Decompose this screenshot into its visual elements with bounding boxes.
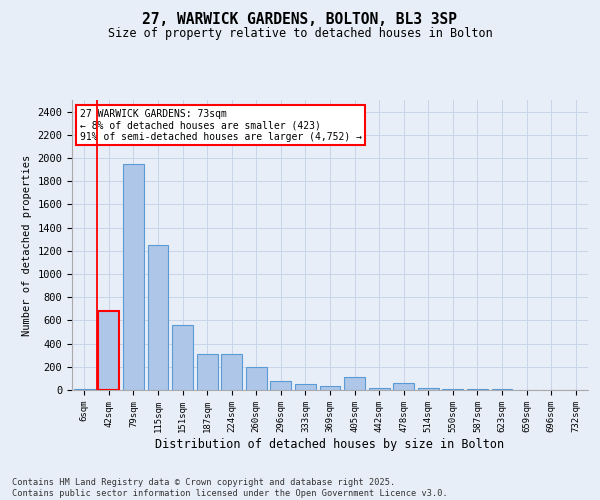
Bar [344,377,365,390]
Bar [393,383,414,390]
Bar [320,386,340,390]
Text: 27, WARWICK GARDENS, BOLTON, BL3 3SP: 27, WARWICK GARDENS, BOLTON, BL3 3SP [143,12,458,28]
Text: Contains HM Land Registry data © Crown copyright and database right 2025.
Contai: Contains HM Land Registry data © Crown c… [12,478,448,498]
Bar [418,388,439,390]
Bar [98,311,119,390]
Bar [197,354,218,390]
Bar [295,384,316,390]
Text: 27 WARWICK GARDENS: 73sqm
← 8% of detached houses are smaller (423)
91% of semi-: 27 WARWICK GARDENS: 73sqm ← 8% of detach… [80,108,362,142]
Bar [246,367,267,390]
Bar [172,325,193,390]
Bar [368,388,389,390]
X-axis label: Distribution of detached houses by size in Bolton: Distribution of detached houses by size … [155,438,505,450]
Text: Size of property relative to detached houses in Bolton: Size of property relative to detached ho… [107,28,493,40]
Y-axis label: Number of detached properties: Number of detached properties [22,154,32,336]
Bar [467,389,488,390]
Bar [221,354,242,390]
Bar [148,245,169,390]
Bar [271,380,292,390]
Bar [123,164,144,390]
Bar [442,389,463,390]
